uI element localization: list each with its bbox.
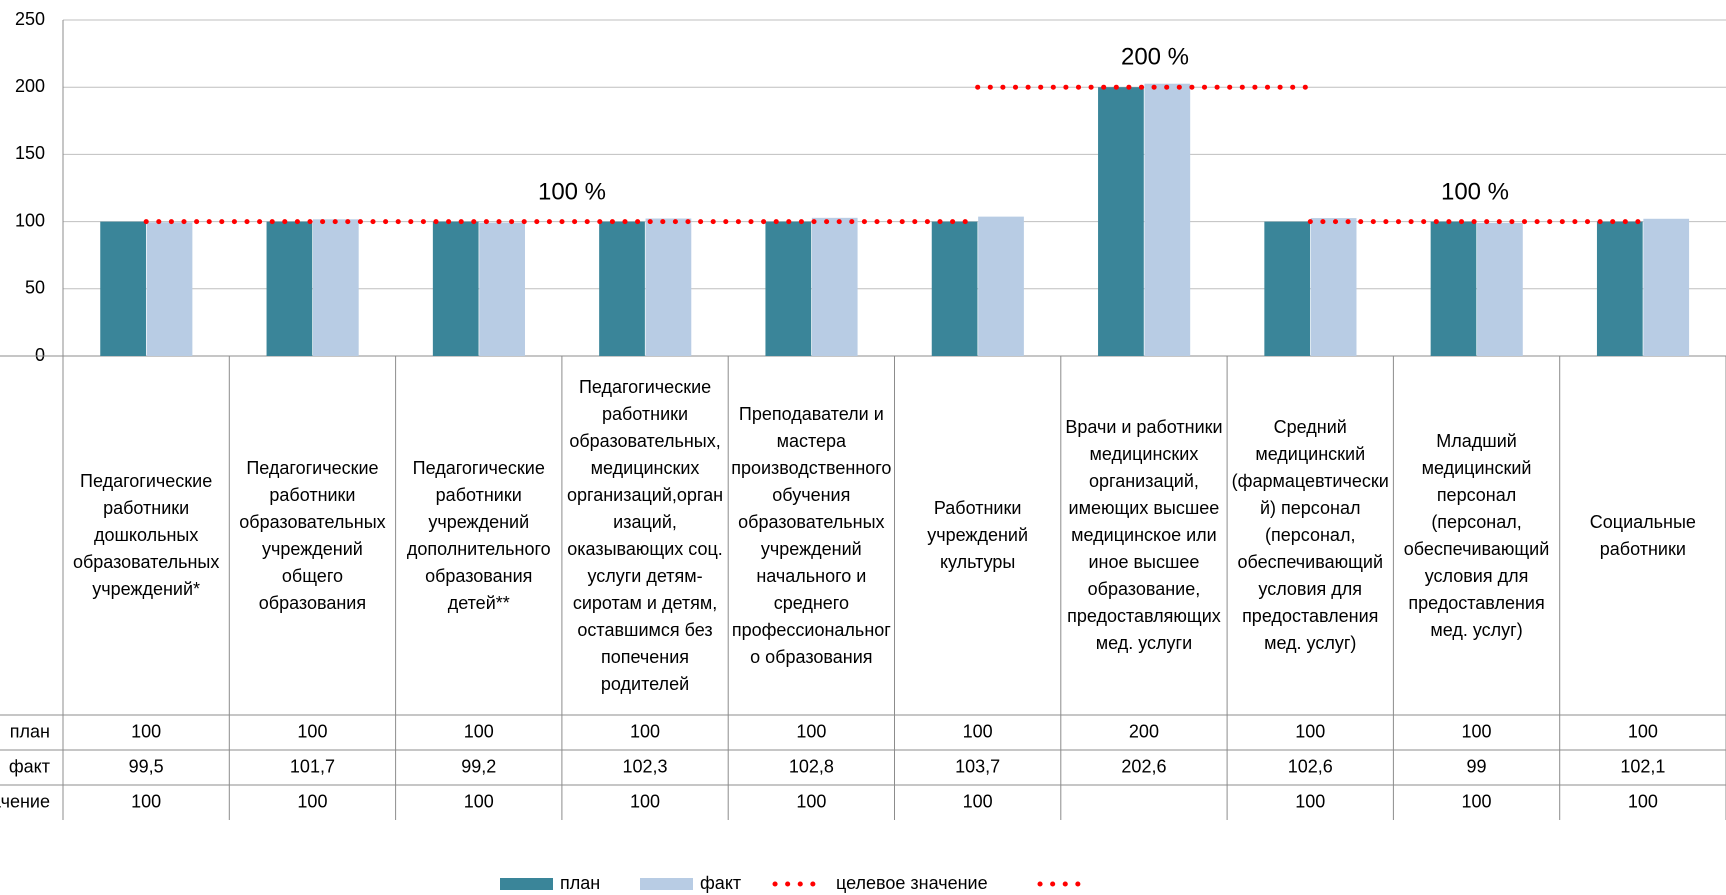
table-value: 103,7 bbox=[955, 756, 1000, 776]
category-cell: Педагогические работники образовательных… bbox=[567, 376, 724, 694]
table-value: 100 bbox=[963, 721, 993, 741]
bar bbox=[1596, 221, 1643, 356]
table-value: 100 bbox=[131, 721, 161, 741]
row-label: план bbox=[10, 721, 50, 741]
x-tick-label: Педагогические работники учреждений допо… bbox=[406, 457, 551, 613]
table-value: 100 bbox=[630, 721, 660, 741]
table-value: 100 bbox=[1628, 791, 1658, 811]
legend-label: целевое значение bbox=[836, 873, 988, 893]
table-value: 100 bbox=[297, 791, 327, 811]
annotation: 100 % bbox=[1441, 178, 1509, 205]
y-tick-label: 250 bbox=[15, 9, 45, 29]
category-cell: Социальные работники bbox=[1589, 511, 1696, 559]
bar bbox=[1643, 218, 1690, 356]
x-tick-label: Педагогические работники дошкольных обра… bbox=[72, 471, 220, 599]
category-cell: Педагогические работники дошкольных обра… bbox=[72, 471, 220, 599]
table-value: 100 bbox=[1462, 721, 1492, 741]
y-tick-label: 150 bbox=[15, 143, 45, 163]
y-tick-label: 100 bbox=[15, 210, 45, 230]
x-tick-label: Преподаватели и мастера производственног… bbox=[731, 403, 892, 667]
row-label: факт bbox=[9, 756, 50, 776]
table-value: 100 bbox=[963, 791, 993, 811]
annotation: 200 % bbox=[1121, 43, 1189, 70]
table-value: 102,1 bbox=[1620, 756, 1665, 776]
legend-swatch bbox=[500, 878, 553, 890]
category-cell: Работники учреждений культуры bbox=[927, 498, 1029, 572]
bar bbox=[432, 221, 479, 356]
x-tick-label: Педагогические работники образовательных… bbox=[239, 457, 386, 613]
table-value: 99 bbox=[1467, 756, 1487, 776]
row-label: целевое значение bbox=[0, 791, 50, 811]
x-tick-label: Педагогические работники образовательных… bbox=[567, 376, 724, 694]
x-tick-label: Младший медицинский персонал (персонал, … bbox=[1403, 430, 1550, 640]
bar bbox=[479, 222, 525, 356]
bar bbox=[811, 217, 858, 356]
bar bbox=[266, 221, 313, 356]
table-value: 100 bbox=[464, 791, 494, 811]
legend-label: факт bbox=[700, 873, 741, 893]
table-value: 100 bbox=[1295, 721, 1325, 741]
y-tick-label: 0 bbox=[35, 345, 45, 365]
x-tick-label: Врачи и работники медицинских организаци… bbox=[1065, 417, 1223, 653]
table-value: 101,7 bbox=[290, 756, 335, 776]
table-value: 100 bbox=[131, 791, 161, 811]
table-value: 102,8 bbox=[789, 756, 834, 776]
bar bbox=[1098, 87, 1144, 356]
y-tick-label: 50 bbox=[25, 278, 45, 298]
legend-swatch bbox=[640, 878, 693, 890]
table-value: 99,5 bbox=[129, 756, 164, 776]
table-value: 100 bbox=[796, 791, 826, 811]
bar bbox=[146, 222, 193, 356]
table-value: 100 bbox=[630, 791, 660, 811]
bar bbox=[1430, 221, 1477, 356]
bar bbox=[1310, 218, 1357, 356]
table-value: 100 bbox=[796, 721, 826, 741]
category-cell: Преподаватели и мастера производственног… bbox=[731, 403, 892, 667]
legend-label: план bbox=[560, 873, 600, 893]
table-value: 100 bbox=[464, 721, 494, 741]
table-value: 100 bbox=[297, 721, 327, 741]
table-value: 200 bbox=[1129, 721, 1159, 741]
table-value: 100 bbox=[1295, 791, 1325, 811]
bar bbox=[1477, 222, 1523, 356]
table-value: 99,2 bbox=[461, 756, 496, 776]
x-tick-label: Социальные работники bbox=[1589, 511, 1696, 559]
bar bbox=[100, 221, 146, 356]
bar bbox=[645, 218, 692, 356]
category-cell: Врачи и работники медицинских организаци… bbox=[1065, 417, 1223, 653]
category-cell: Педагогические работники учреждений допо… bbox=[406, 457, 551, 613]
annotation: 100 % bbox=[538, 178, 606, 205]
bar bbox=[931, 221, 978, 356]
y-tick-label: 200 bbox=[15, 76, 45, 96]
bar bbox=[312, 219, 359, 356]
table-value: 202,6 bbox=[1121, 756, 1166, 776]
category-cell: Средний медицинский (фармацевтический) п… bbox=[1231, 417, 1389, 653]
bar bbox=[765, 221, 812, 356]
table-value: 102,3 bbox=[623, 756, 668, 776]
x-tick-label: Работники учреждений культуры bbox=[927, 498, 1029, 572]
bar bbox=[599, 221, 645, 356]
table-value: 100 bbox=[1462, 791, 1492, 811]
category-cell: Младший медицинский персонал (персонал, … bbox=[1403, 430, 1550, 640]
bar bbox=[1264, 221, 1311, 356]
bar bbox=[1144, 83, 1191, 356]
x-tick-label: Средний медицинский (фармацевтический) п… bbox=[1231, 417, 1389, 653]
category-cell: Педагогические работники образовательных… bbox=[239, 457, 386, 613]
bar bbox=[978, 216, 1024, 356]
table-value: 100 bbox=[1628, 721, 1658, 741]
table-value: 102,6 bbox=[1288, 756, 1333, 776]
